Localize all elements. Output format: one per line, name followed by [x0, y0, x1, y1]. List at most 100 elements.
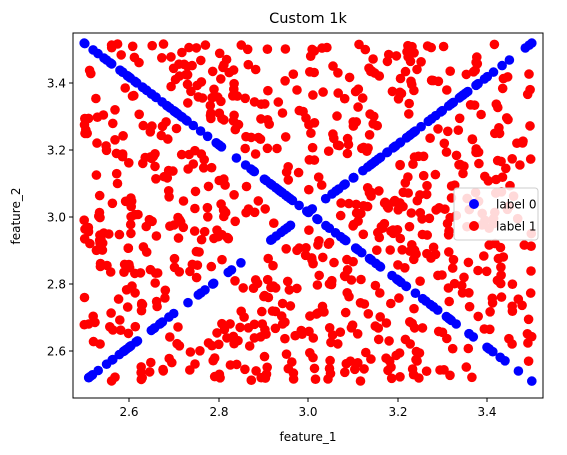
label-0-point [335, 231, 346, 242]
label-1-point [207, 92, 217, 103]
label-0-point [183, 297, 193, 308]
label-1-point [362, 201, 373, 212]
label-1-point [150, 161, 160, 172]
x-tick: 2.8 [209, 398, 229, 419]
label-0-point [117, 67, 128, 77]
label-1-point [311, 309, 322, 319]
label-0-point [367, 158, 378, 169]
label-1-point [405, 317, 415, 327]
label-1-point [314, 236, 324, 246]
label-1-point [342, 265, 353, 275]
label-1-point [285, 301, 296, 311]
label-0-point [157, 97, 167, 107]
label-1-point [192, 80, 202, 91]
label-1-point [444, 247, 454, 257]
y-tick-label: 3.2 [47, 144, 66, 158]
label-1-point [110, 105, 120, 115]
label-0-point [214, 140, 225, 151]
label-1-point [391, 350, 402, 361]
label-1-point [182, 70, 193, 80]
legend: label 0 label 1 [453, 187, 539, 241]
label-1-point [203, 181, 214, 192]
label-1-point [463, 257, 474, 268]
label-1-point [88, 336, 99, 347]
label-1-point [259, 351, 270, 362]
label-1-point [364, 130, 375, 140]
label-1-point [409, 48, 419, 58]
label-1-point [256, 114, 266, 124]
label-1-point [176, 149, 187, 160]
label-1-point [277, 108, 288, 118]
label-1-point [249, 207, 260, 218]
label-1-point [120, 83, 130, 93]
label-1-point [293, 167, 304, 178]
label-1-point [199, 226, 210, 237]
label-1-point [280, 132, 291, 142]
label-1-point [238, 283, 248, 293]
label-0-point [488, 67, 499, 77]
label-1-point [463, 343, 474, 354]
x-axis-label: feature_1 [280, 430, 337, 444]
label-1-point [136, 367, 146, 378]
label-1-point [127, 91, 138, 101]
label-1-point [342, 148, 353, 159]
label-1-point [375, 288, 385, 298]
label-1-point [229, 110, 239, 121]
label-0-point [125, 341, 135, 352]
label-1-point [169, 262, 180, 273]
label-1-point [494, 123, 504, 133]
label-1-point [353, 358, 363, 368]
label-1-point [110, 135, 120, 145]
label-1-point [443, 126, 453, 137]
label-0-point [287, 195, 298, 206]
label-1-point [387, 86, 398, 97]
label-1-point [160, 293, 170, 303]
label-1-point [283, 162, 294, 172]
label-1-point [323, 239, 334, 249]
label-0-point [294, 200, 304, 211]
label-0-point [275, 186, 286, 196]
label-0-point [351, 243, 361, 254]
label-1-point [314, 270, 325, 281]
label-0-point [425, 299, 436, 310]
label-1-point [381, 353, 391, 364]
y-tick: 3.4 [47, 77, 73, 91]
label-1-point [246, 132, 256, 143]
label-1-point [340, 307, 351, 318]
label-1-point [212, 328, 222, 338]
label-1-point [332, 111, 342, 121]
label-1-point [405, 339, 416, 349]
label-1-point [79, 292, 90, 303]
label-1-point [108, 325, 118, 335]
label-1-point [219, 174, 229, 184]
label-0-point [327, 189, 337, 199]
label-1-point [115, 325, 126, 336]
x-tick-label: 3.2 [388, 405, 407, 419]
label-1-point [471, 57, 481, 68]
label-0-point [108, 354, 118, 365]
label-1-point [134, 57, 144, 68]
label-1-point [447, 343, 458, 354]
label-1-point [135, 268, 146, 278]
label-0-point [240, 160, 251, 170]
label-0-point [132, 336, 143, 346]
label-1-point [383, 49, 394, 60]
label-1-point [328, 129, 338, 139]
label-1-point [177, 47, 187, 58]
label-1-point [189, 226, 200, 236]
label-1-point [241, 181, 252, 192]
label-0-point [236, 258, 246, 268]
label-1-point [398, 187, 409, 198]
label-1-point [517, 138, 528, 148]
label-1-point [395, 73, 406, 84]
label-1-point [126, 193, 136, 203]
label-1-point [497, 172, 508, 182]
label-1-point [464, 301, 475, 312]
label-1-point [174, 71, 185, 81]
label-1-point [363, 143, 373, 153]
label-1-point [496, 262, 506, 273]
label-1-point [454, 113, 465, 124]
label-1-point [101, 141, 111, 151]
label-1-point [524, 69, 534, 79]
label-1-point [297, 329, 307, 340]
